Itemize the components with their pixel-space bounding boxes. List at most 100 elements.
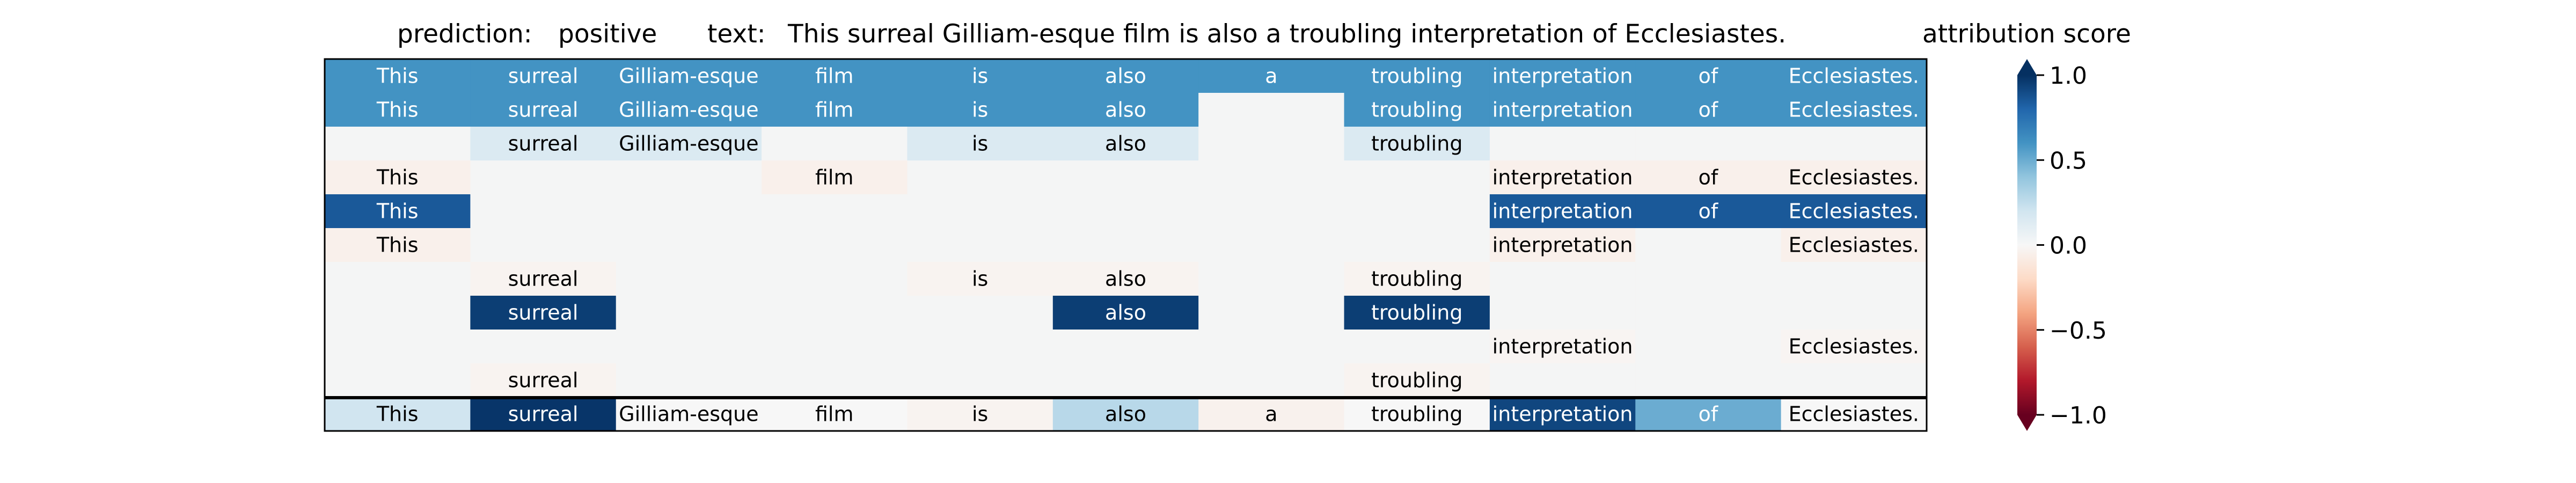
heatmap-cell <box>1052 93 1199 127</box>
heatmap-cell <box>907 296 1053 330</box>
heatmap-cell <box>1781 363 1927 398</box>
heatmap-cell-label: is <box>972 98 988 122</box>
heatmap-cell <box>1052 194 1199 229</box>
heatmap-cell <box>1198 160 1345 195</box>
heatmap-cell <box>1489 59 1636 93</box>
heatmap-cell-label: also <box>1105 98 1146 122</box>
heatmap-cell <box>1781 330 1927 364</box>
heatmap-cell <box>1198 262 1345 296</box>
heatmap-cell-label: Gilliam-esque <box>619 132 758 156</box>
heatmap-cell <box>1635 363 1782 398</box>
heatmap-cell <box>1781 296 1927 330</box>
heatmap-cell-label: also <box>1105 132 1146 156</box>
heatmap-cell <box>325 363 471 398</box>
heatmap-cell-label: This <box>376 402 419 426</box>
heatmap-cell <box>1781 160 1927 195</box>
heatmap-cell <box>762 363 908 398</box>
heatmap-cell-label: film <box>815 166 854 189</box>
heatmap-cell <box>325 194 471 229</box>
heatmap-cell-label: film <box>815 402 854 426</box>
heatmap-cell <box>1635 296 1782 330</box>
heatmap-cell-label: is <box>972 132 988 156</box>
heatmap-cell <box>616 194 762 229</box>
heatmap-cell <box>325 262 471 296</box>
heatmap-cell-label: a <box>1265 402 1277 426</box>
heatmap-cell <box>1489 228 1636 262</box>
heatmap-cell-label: This <box>376 166 419 189</box>
heatmap-cell <box>1781 397 1927 431</box>
heatmap-cell <box>907 127 1053 161</box>
heatmap-cell <box>1198 59 1345 93</box>
heatmap-cell-label: also <box>1105 64 1146 88</box>
heatmap-cell <box>1781 127 1927 161</box>
heatmap-cell <box>1344 194 1490 229</box>
heatmap-cell-label: Ecclesiastes. <box>1789 233 1919 257</box>
heatmap-cell <box>325 296 471 330</box>
heatmap-cell <box>1344 127 1490 161</box>
heatmap-cell <box>762 194 908 229</box>
heatmap-cells: This surreal Gilliam-esque film is also a troub… <box>325 59 1927 431</box>
heatmap-cell <box>1635 160 1782 195</box>
heatmap-cell-label: surreal <box>508 402 579 426</box>
heatmap-cell-label: troubling <box>1371 369 1462 392</box>
heatmap-cell-label: of <box>1699 98 1719 122</box>
heatmap-cell <box>470 296 617 330</box>
heatmap-cell <box>1489 127 1636 161</box>
heatmap-cell <box>907 93 1053 127</box>
heatmap-cell <box>1635 127 1782 161</box>
heatmap-cell-label: is <box>972 64 988 88</box>
heatmap-cell-label: interpretation <box>1492 233 1633 257</box>
heatmap-cell <box>470 93 617 127</box>
heatmap-cell <box>1198 330 1345 364</box>
heatmap-cell <box>1781 228 1927 262</box>
heatmap-cell-label: interpretation <box>1492 335 1633 358</box>
heatmap-cell <box>762 59 908 93</box>
heatmap-cell <box>470 228 617 262</box>
heatmap-cell-label: interpretation <box>1492 166 1633 189</box>
heatmap-cell <box>1198 194 1345 229</box>
heatmap-cell-label: surreal <box>508 64 579 88</box>
heatmap-cell-label: of <box>1699 64 1719 88</box>
heatmap-cell <box>762 262 908 296</box>
heatmap-cell-label: Ecclesiastes. <box>1789 402 1919 426</box>
heatmap-cell <box>325 397 471 431</box>
heatmap-cell <box>1052 296 1199 330</box>
heatmap-cell <box>1052 262 1199 296</box>
heatmap-cell <box>1635 59 1782 93</box>
heatmap-frame <box>324 58 1928 432</box>
heatmap-cell <box>1489 160 1636 195</box>
heatmap-cell-label: film <box>815 64 854 88</box>
prediction-label: prediction: <box>397 19 532 49</box>
heatmap-cell <box>616 93 762 127</box>
heatmap-cell-label: troubling <box>1371 132 1462 156</box>
colorbar-ticks: 1.0 0.5 0.0 −0.5 −1.0 <box>2037 62 2107 429</box>
heatmap-cell-label: surreal <box>508 132 579 156</box>
heatmap-cell <box>1489 330 1636 364</box>
heatmap-cell-label: interpretation <box>1492 98 1633 122</box>
heatmap-cell <box>1489 194 1636 229</box>
colorbar-tick-label: 0.5 <box>2050 147 2087 174</box>
heatmap-cell <box>762 397 908 431</box>
heatmap-cell <box>616 127 762 161</box>
heatmap-cell <box>1344 160 1490 195</box>
heatmap-cell <box>1344 59 1490 93</box>
heatmap-cell <box>470 127 617 161</box>
heatmap-cell <box>907 160 1053 195</box>
heatmap-cell-label: Ecclesiastes. <box>1789 64 1919 88</box>
heatmap-cell <box>470 363 617 398</box>
heatmap-cell-label: Ecclesiastes. <box>1789 98 1919 122</box>
heatmap-cell <box>1344 363 1490 398</box>
heatmap-cell <box>1489 363 1636 398</box>
heatmap-cell <box>1052 59 1199 93</box>
heatmap-cell <box>1489 93 1636 127</box>
colorbar-title: attribution score <box>1922 19 2131 49</box>
heatmap-cell <box>907 330 1053 364</box>
heatmap-cell <box>616 363 762 398</box>
heatmap-cell-label: troubling <box>1371 267 1462 291</box>
heatmap-cell <box>1198 127 1345 161</box>
heatmap-cell-label: interpretation <box>1492 64 1633 88</box>
heatmap-cell-label: This <box>376 64 419 88</box>
heatmap-cell <box>616 262 762 296</box>
heatmap-cell-label: This <box>376 200 419 223</box>
